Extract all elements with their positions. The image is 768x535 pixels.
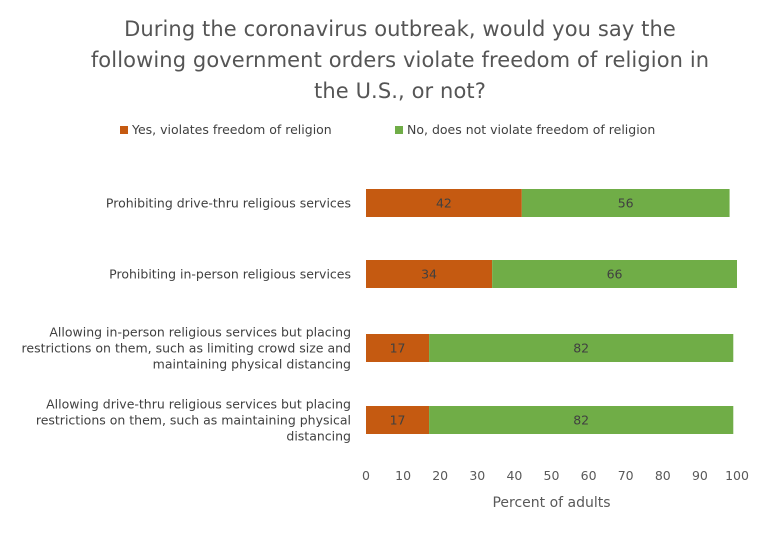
bar-area: 42 56 34 66 17 82 17 82 [366, 189, 737, 434]
x-tick-label: 50 [544, 468, 560, 483]
x-tick-label: 0 [362, 468, 370, 483]
data-label: 17 [390, 413, 406, 428]
x-tick-label: 90 [692, 468, 708, 483]
x-tick-label: 60 [581, 468, 597, 483]
chart-title-line: During the coronavirus outbreak, would y… [124, 17, 676, 41]
bar-segment [492, 260, 737, 288]
category-label: Prohibiting in-person religious services [109, 267, 351, 282]
data-label: 34 [421, 267, 437, 282]
x-axis: 0 10 20 30 40 50 60 70 80 90 100 Percent of adults [362, 468, 749, 511]
x-tick-label: 100 [725, 468, 749, 483]
bar-segment [429, 334, 734, 362]
bar-segment [429, 406, 734, 434]
x-axis-title: Percent of adults [492, 495, 610, 511]
data-label: 66 [607, 267, 623, 282]
bar-segment [366, 406, 430, 434]
x-tick-label: 40 [506, 468, 522, 483]
category-label: Allowing drive-thru religious services b… [36, 397, 351, 444]
legend-label: No, does not violate freedom of religion [407, 122, 655, 137]
chart-title-line: following government orders violate free… [90, 48, 710, 72]
category-labels: Prohibiting drive-thru religious service… [22, 196, 351, 444]
bar-segment [521, 189, 730, 217]
x-tick-label: 80 [655, 468, 671, 483]
bar-segment [366, 334, 430, 362]
category-label: Prohibiting drive-thru religious service… [106, 196, 351, 211]
chart-legend: Yes, violates freedom of religion No, doe… [120, 122, 655, 137]
legend-swatch [120, 126, 128, 134]
data-label: 56 [618, 196, 634, 211]
x-tick-label: 20 [432, 468, 448, 483]
bar-segment [366, 260, 493, 288]
data-label: 17 [390, 341, 406, 356]
data-label: 82 [573, 413, 589, 428]
x-tick-label: 10 [395, 468, 411, 483]
legend-label: Yes, violates freedom of religion [131, 122, 332, 137]
chart-title: During the coronavirus outbreak, would y… [60, 14, 740, 107]
x-tick-label: 30 [469, 468, 485, 483]
legend-swatch [395, 126, 403, 134]
x-tick-label: 70 [618, 468, 634, 483]
category-label: Allowing in-person religious services bu… [22, 325, 351, 372]
chart-title-line: the U.S., or not? [314, 79, 486, 103]
data-label: 82 [573, 341, 589, 356]
bar-segment [366, 189, 522, 217]
data-label: 42 [436, 196, 452, 211]
